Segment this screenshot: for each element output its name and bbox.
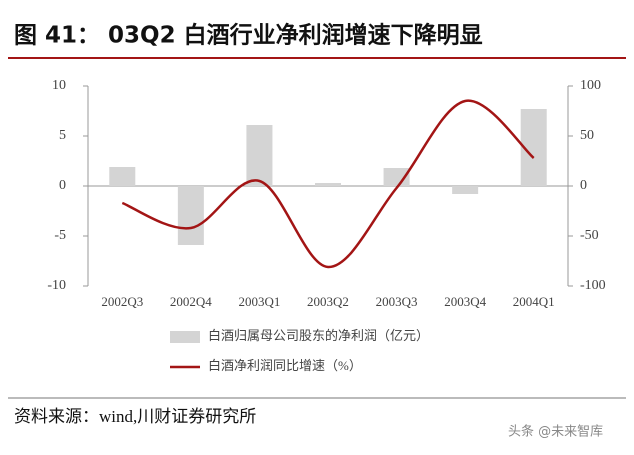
y-tick-label: -10 (47, 278, 66, 293)
x-tick-label: 2003Q2 (307, 294, 349, 309)
x-tick-label: 2002Q4 (170, 294, 212, 309)
bar (452, 186, 479, 194)
bar (315, 183, 341, 186)
y2-tick-label: 0 (580, 178, 587, 193)
legend-label: 白酒归属母公司股东的净利润（亿元） (208, 328, 429, 343)
y-tick-label: 5 (59, 128, 66, 143)
bar (109, 167, 136, 186)
bar (177, 186, 204, 245)
x-tick-label: 2003Q3 (376, 294, 418, 309)
y2-tick-label: 100 (580, 78, 601, 93)
y2-tick-label: 50 (580, 128, 594, 143)
watermark: 头条 @未来智库 (508, 424, 603, 440)
x-tick-label: 2002Q3 (101, 294, 143, 309)
x-tick-label: 2004Q1 (513, 294, 555, 309)
y-tick-label: 10 (52, 78, 66, 93)
y-tick-label: 0 (59, 178, 66, 193)
title: 图 41： 03Q2 白酒行业净利润增速下降明显 (14, 22, 483, 49)
source: 资料来源：wind,川财证券研究所 (14, 407, 256, 426)
x-tick-label: 2003Q1 (238, 294, 280, 309)
legend-label: 白酒净利润同比增速（%） (208, 358, 362, 373)
legend-swatch (170, 331, 200, 343)
y-tick-label: -5 (54, 228, 66, 243)
y2-tick-label: -100 (580, 278, 606, 293)
bar (246, 125, 273, 186)
y2-tick-label: -50 (580, 228, 599, 243)
line (121, 99, 535, 269)
x-tick-label: 2003Q4 (444, 294, 486, 309)
